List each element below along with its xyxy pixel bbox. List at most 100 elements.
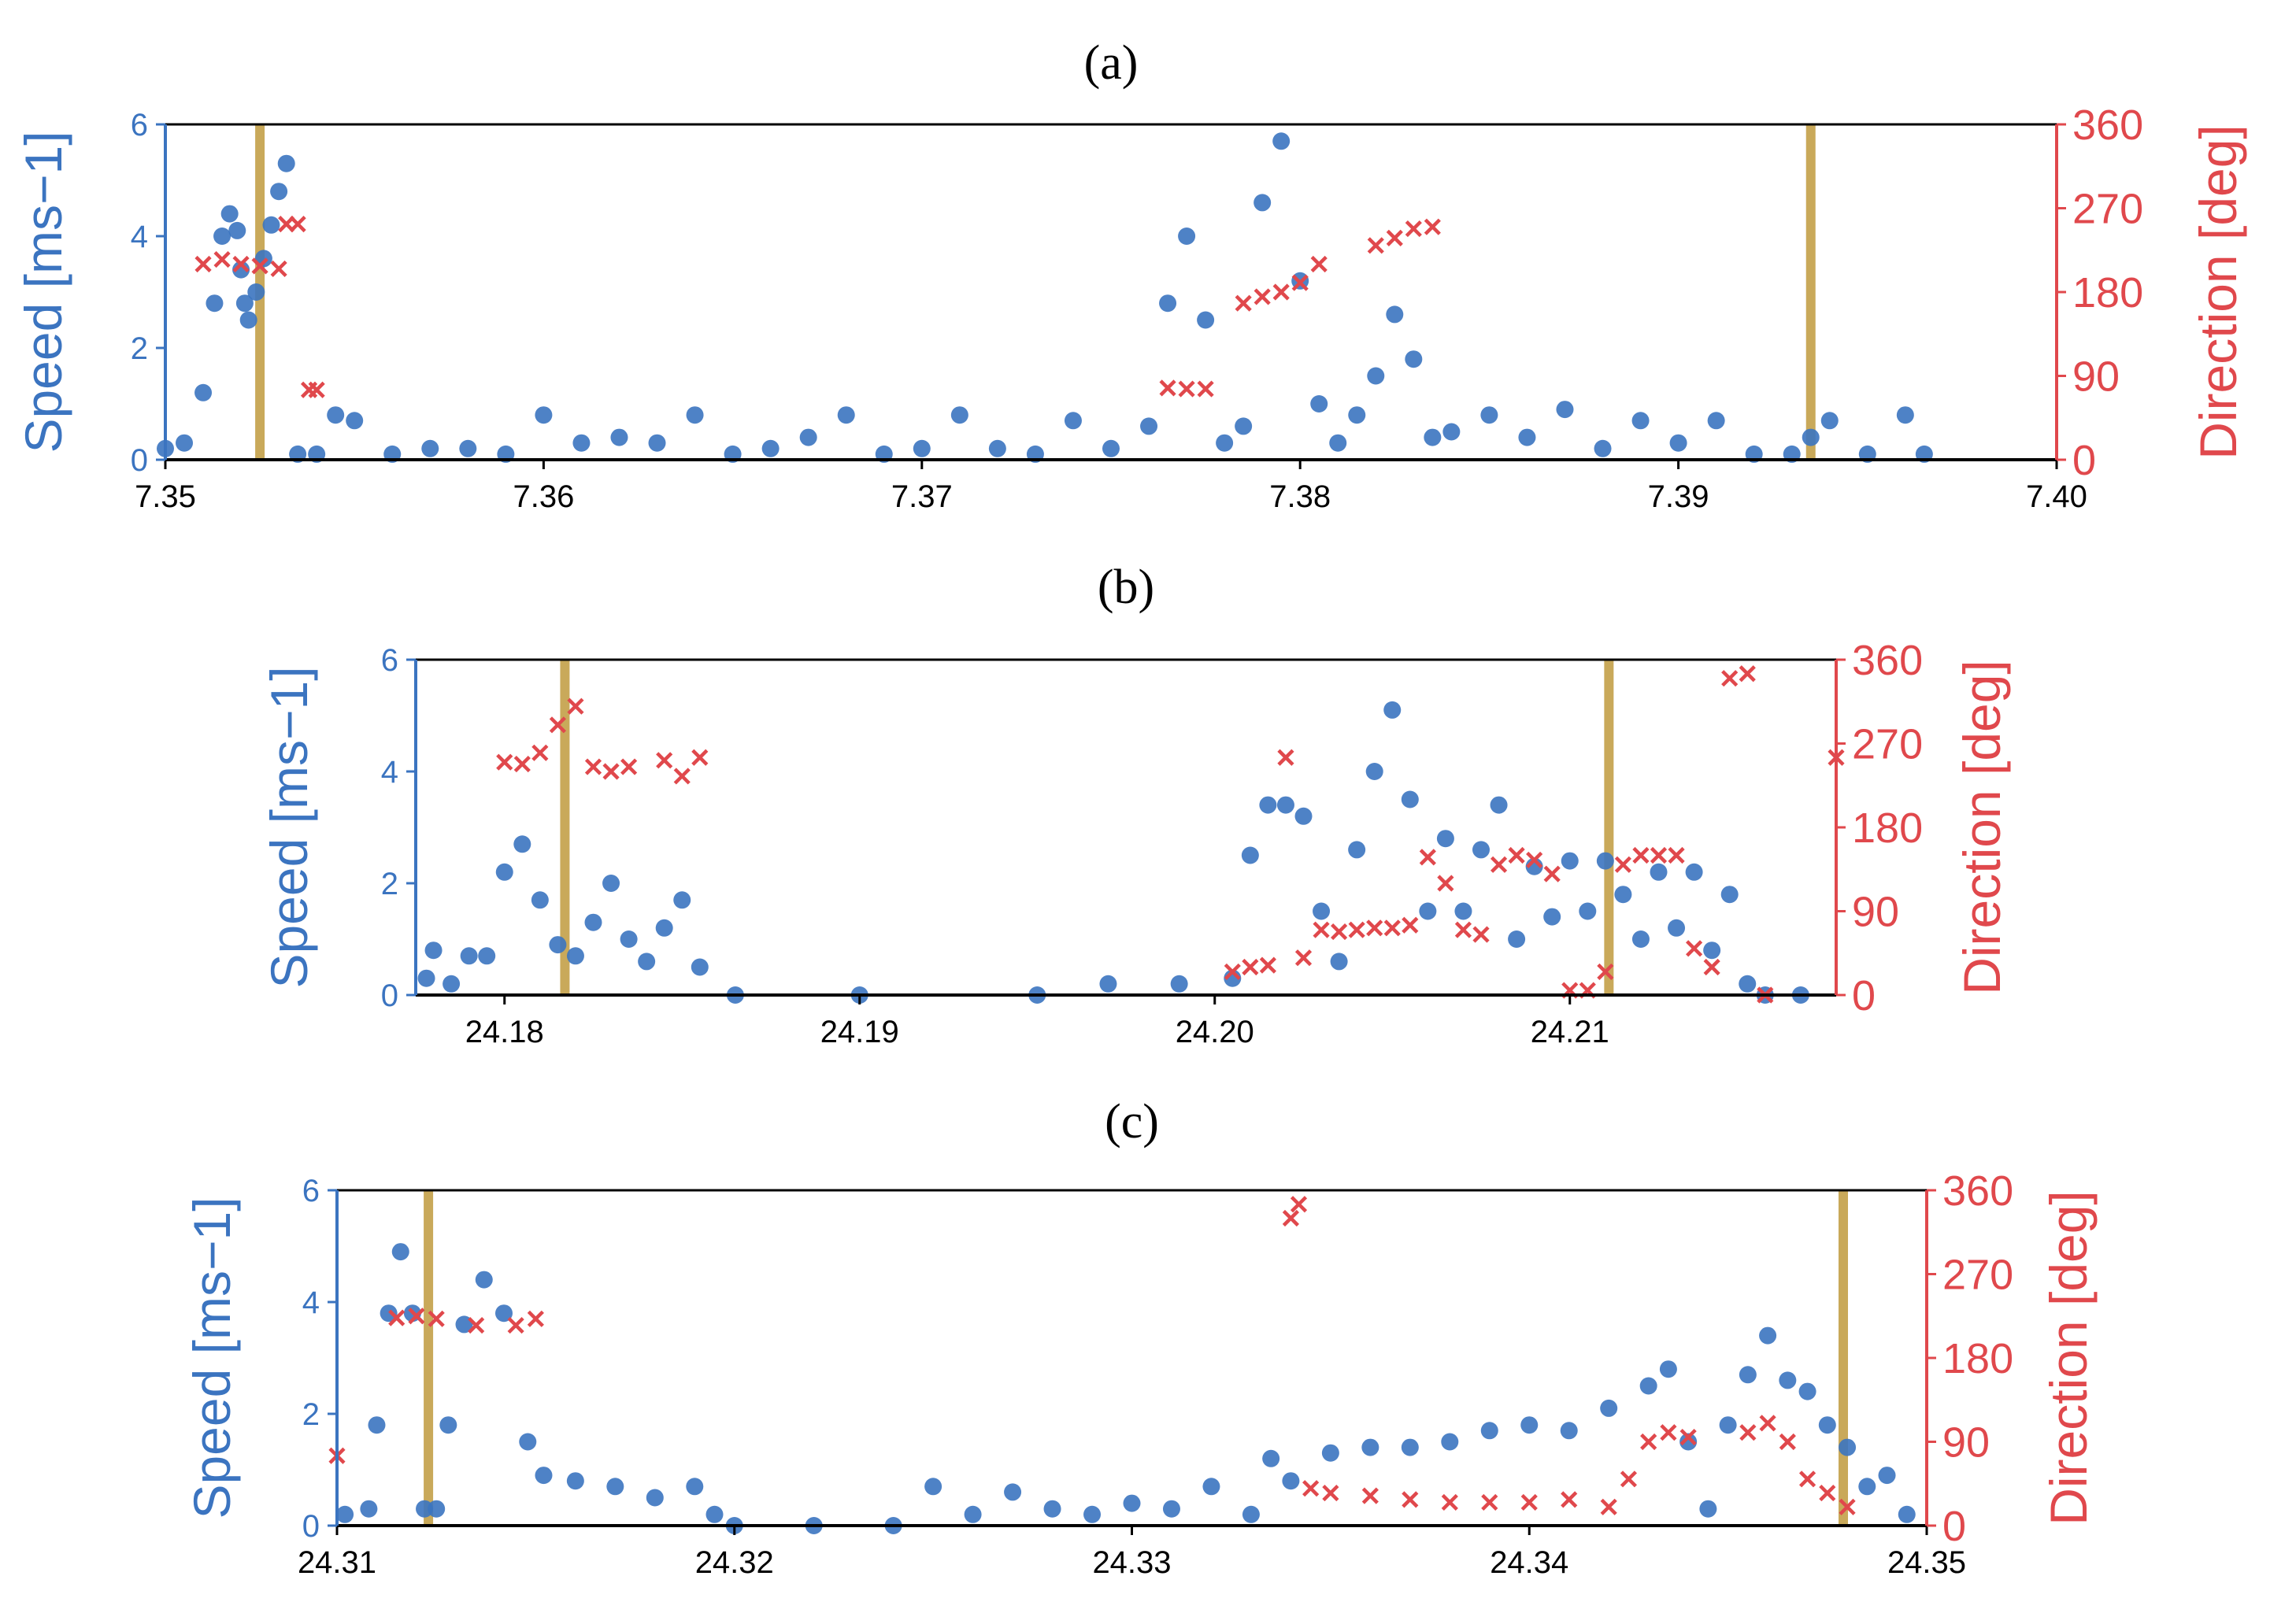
direction-point (1224, 963, 1241, 981)
speed-point (247, 283, 265, 301)
speed-point (1556, 401, 1574, 419)
direction-point (1310, 255, 1328, 273)
direction-point (1242, 958, 1259, 976)
direction-point (1819, 1484, 1836, 1502)
speed-point (913, 439, 931, 457)
y-left-tick-label: 4 (131, 220, 148, 254)
speed-point (1707, 412, 1725, 430)
direction-point (308, 381, 325, 398)
direction-point (1561, 1491, 1578, 1508)
speed-point (1202, 1478, 1220, 1496)
direction-point (1383, 919, 1401, 937)
speed-point (1401, 790, 1419, 808)
speed-point (1441, 1433, 1459, 1451)
speed-point (1818, 1416, 1836, 1434)
direction-point (1254, 288, 1271, 305)
y-left-tick-label: 2 (302, 1397, 320, 1432)
direction-point (1614, 856, 1631, 873)
x-tick-label: 24.34 (1490, 1545, 1568, 1580)
speed-point (1858, 1478, 1876, 1496)
x-tick-label: 24.31 (298, 1545, 376, 1580)
panel-c: (c)24.31 24.32 24.33 24.34 24.35024609018027… (183, 1095, 2098, 1580)
direction-point (1367, 237, 1384, 254)
speed-point (1739, 975, 1757, 993)
speed-point (1472, 841, 1490, 859)
speed-point (1668, 919, 1686, 937)
speed-point (495, 863, 513, 881)
direction-point (1779, 1433, 1796, 1451)
y-left-tick-label: 0 (131, 443, 148, 478)
speed-point (535, 406, 553, 424)
speed-point (1820, 412, 1839, 430)
x-tick-label: 7.39 (1648, 479, 1709, 514)
direction-point (1402, 916, 1419, 934)
speed-point (1276, 796, 1294, 814)
speed-point (572, 434, 591, 452)
speed-point (1123, 1494, 1141, 1512)
direction-point (1454, 921, 1472, 938)
speed-point (673, 891, 691, 909)
panel-title: (a) (1084, 36, 1139, 90)
direction-point (1366, 919, 1383, 937)
direction-point (1520, 1493, 1538, 1511)
speed-point (686, 406, 704, 424)
speed-point (648, 434, 666, 452)
speed-point (327, 406, 345, 424)
direction-point (1302, 1480, 1320, 1497)
speed-point (336, 1505, 354, 1523)
direction-point (1361, 1487, 1379, 1504)
x-tick-label: 7.35 (135, 479, 196, 514)
speed-point (1631, 930, 1650, 948)
speed-point (391, 1243, 409, 1261)
direction-point (1508, 846, 1525, 864)
direction-point (1424, 218, 1441, 235)
speed-point (1216, 434, 1234, 452)
x-tick-label: 7.38 (1269, 479, 1331, 514)
y-right-tick-label: 360 (2072, 102, 2143, 149)
direction-point (213, 250, 231, 268)
y-right-tick-label: 270 (2072, 186, 2143, 233)
y-right-tick-label: 90 (1852, 889, 1899, 936)
speed-point (228, 221, 246, 239)
speed-point (1679, 1433, 1698, 1451)
speed-point (1329, 434, 1347, 452)
speed-point (1779, 1371, 1797, 1389)
direction-point (1313, 921, 1330, 938)
x-tick-label: 24.19 (820, 1015, 899, 1049)
speed-point (1401, 1438, 1419, 1456)
speed-point (531, 891, 549, 909)
speed-point (1600, 1399, 1618, 1417)
speed-point (549, 936, 567, 954)
speed-point (1405, 350, 1423, 368)
speed-point (1703, 942, 1721, 960)
ylabel-right: Direction [deg] (2039, 1190, 2098, 1526)
speed-point (1424, 428, 1442, 446)
speed-point (235, 294, 254, 313)
direction-point (1650, 846, 1668, 864)
speed-point (1162, 1500, 1180, 1518)
direction-point (270, 260, 287, 278)
speed-point (206, 294, 224, 313)
speed-point (1348, 841, 1366, 859)
speed-point (439, 1416, 457, 1434)
speed-point (1178, 228, 1196, 245)
y-right-tick-label: 90 (1942, 1419, 1990, 1467)
speed-point (964, 1505, 982, 1523)
direction-point (1721, 670, 1739, 687)
speed-point (1442, 423, 1461, 441)
speed-point (1508, 930, 1526, 948)
speed-point (194, 383, 213, 401)
direction-point (289, 216, 306, 233)
x-tick-label: 24.21 (1531, 1015, 1609, 1049)
speed-point (602, 875, 620, 892)
speed-point (1330, 953, 1348, 971)
speed-point (1310, 395, 1328, 412)
speed-point (1348, 406, 1366, 424)
y-right-tick-label: 180 (2072, 269, 2143, 316)
direction-point (1759, 1415, 1776, 1432)
speed-point (1235, 417, 1253, 435)
speed-point (1798, 1382, 1816, 1400)
y-left-tick-label: 2 (381, 867, 398, 901)
direction-point (691, 749, 709, 766)
direction-point (1632, 846, 1650, 864)
